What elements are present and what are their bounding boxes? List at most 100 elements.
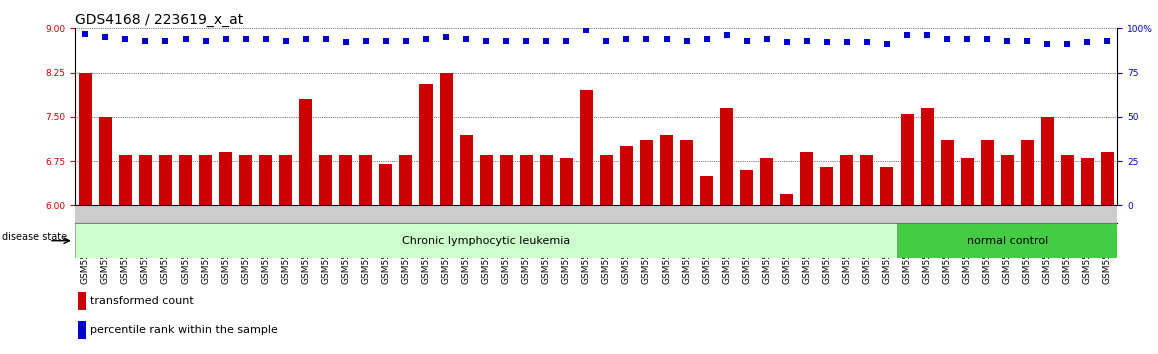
Point <box>217 36 235 42</box>
Bar <box>841 155 853 205</box>
Bar <box>239 155 252 205</box>
Point <box>557 38 576 44</box>
Bar <box>1020 141 1034 205</box>
Bar <box>800 152 813 205</box>
Text: transformed count: transformed count <box>90 296 193 306</box>
Point <box>717 33 736 38</box>
Bar <box>780 194 793 205</box>
Bar <box>897 223 1117 258</box>
Bar <box>400 155 412 205</box>
Bar <box>1101 152 1114 205</box>
Text: normal control: normal control <box>967 236 1048 246</box>
Point <box>337 40 356 45</box>
Bar <box>1080 158 1094 205</box>
Point <box>697 36 716 42</box>
Bar <box>600 155 613 205</box>
Bar <box>479 155 492 205</box>
Bar <box>339 155 352 205</box>
Point <box>316 36 335 42</box>
Point <box>858 40 877 45</box>
Point <box>116 36 134 42</box>
Bar <box>78 292 86 310</box>
Bar <box>720 108 733 205</box>
Bar <box>440 73 453 205</box>
Point <box>376 38 395 44</box>
Bar <box>701 176 713 205</box>
Point <box>777 40 796 45</box>
Bar <box>1061 155 1073 205</box>
Point <box>296 36 315 42</box>
Bar <box>961 158 974 205</box>
Bar <box>159 155 173 205</box>
Text: Chronic lymphocytic leukemia: Chronic lymphocytic leukemia <box>402 236 570 246</box>
Point <box>837 40 856 45</box>
Point <box>577 27 595 33</box>
Bar <box>880 167 894 205</box>
Point <box>397 38 416 44</box>
Point <box>1038 41 1056 47</box>
Point <box>137 38 155 44</box>
Text: percentile rank within the sample: percentile rank within the sample <box>90 325 278 335</box>
Bar <box>259 155 272 205</box>
Point <box>958 36 976 42</box>
Bar <box>179 155 192 205</box>
Bar <box>320 155 332 205</box>
Point <box>417 36 435 42</box>
Bar <box>981 141 994 205</box>
Point <box>617 36 636 42</box>
Point <box>277 38 295 44</box>
Bar <box>75 223 897 258</box>
Bar <box>460 135 472 205</box>
Bar <box>119 155 132 205</box>
Bar <box>620 146 633 205</box>
Text: disease state: disease state <box>1 232 67 242</box>
Point <box>1058 41 1077 47</box>
Bar <box>760 158 774 205</box>
Text: GDS4168 / 223619_x_at: GDS4168 / 223619_x_at <box>75 13 243 27</box>
Bar <box>640 141 653 205</box>
Point <box>477 38 496 44</box>
Bar <box>1001 155 1013 205</box>
Point <box>938 36 957 42</box>
Point <box>176 36 195 42</box>
Point <box>196 38 214 44</box>
Point <box>516 38 535 44</box>
Point <box>156 38 175 44</box>
Point <box>757 36 776 42</box>
Bar <box>1041 117 1054 205</box>
Bar <box>660 135 673 205</box>
Bar <box>820 167 834 205</box>
Point <box>357 38 375 44</box>
Point <box>256 36 274 42</box>
Point <box>637 36 655 42</box>
Bar <box>860 155 873 205</box>
Bar <box>680 141 694 205</box>
Bar <box>520 155 533 205</box>
Bar <box>279 155 292 205</box>
Bar <box>359 155 373 205</box>
Point <box>1098 38 1116 44</box>
Point <box>818 40 836 45</box>
Point <box>977 36 996 42</box>
Point <box>76 31 95 36</box>
Point <box>738 38 756 44</box>
Bar <box>580 90 593 205</box>
Point <box>1018 38 1036 44</box>
Bar <box>199 155 212 205</box>
Point <box>437 34 455 40</box>
Bar <box>499 155 513 205</box>
Point <box>878 41 896 47</box>
Bar <box>380 164 393 205</box>
Bar <box>940 141 954 205</box>
Bar <box>219 152 232 205</box>
Point <box>798 38 816 44</box>
Point <box>1078 40 1097 45</box>
Bar <box>139 155 152 205</box>
Point <box>677 38 696 44</box>
Point <box>236 36 255 42</box>
Bar <box>98 117 112 205</box>
Point <box>998 38 1017 44</box>
Bar <box>559 158 573 205</box>
Point <box>497 38 515 44</box>
Point <box>897 33 916 38</box>
